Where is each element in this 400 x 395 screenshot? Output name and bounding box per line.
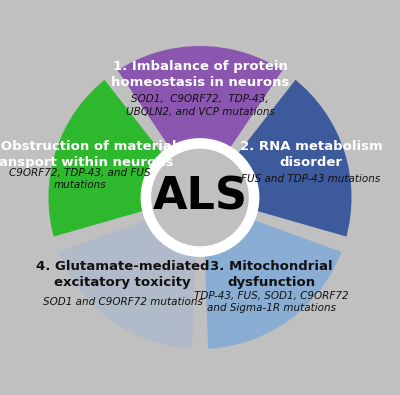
Wedge shape — [114, 43, 286, 155]
Text: FUS and TDP-43 mutations: FUS and TDP-43 mutations — [242, 174, 381, 184]
Text: ALS: ALS — [152, 176, 248, 219]
Text: 1. Imbalance of protein
homeostasis in neurons: 1. Imbalance of protein homeostasis in n… — [111, 60, 289, 89]
Wedge shape — [202, 215, 345, 352]
Wedge shape — [140, 138, 260, 257]
Wedge shape — [55, 215, 198, 352]
Text: 4. Glutamate-mediated
excitatory toxicity: 4. Glutamate-mediated excitatory toxicit… — [36, 260, 210, 289]
Circle shape — [149, 147, 251, 248]
Text: 5. Obstruction of material
transport within neurons: 5. Obstruction of material transport wit… — [0, 140, 177, 169]
Text: SOD1 and C9ORF72 mutations: SOD1 and C9ORF72 mutations — [43, 297, 203, 307]
Text: C9ORF72, TDP-43, and FUS
mutations: C9ORF72, TDP-43, and FUS mutations — [9, 167, 150, 190]
Wedge shape — [231, 76, 354, 240]
Wedge shape — [46, 76, 169, 240]
Text: SOD1,  C9ORF72,  TDP-43,
UBQLN2, and VCP mutations: SOD1, C9ORF72, TDP-43, UBQLN2, and VCP m… — [126, 94, 274, 117]
Text: TDP-43, FUS, SOD1, C9ORF72
and Sigma-1R mutations: TDP-43, FUS, SOD1, C9ORF72 and Sigma-1R … — [194, 291, 348, 313]
Text: 3. Mitochondrial
dysfunction: 3. Mitochondrial dysfunction — [210, 260, 332, 289]
Text: 2. RNA metabolism
disorder: 2. RNA metabolism disorder — [240, 140, 382, 169]
